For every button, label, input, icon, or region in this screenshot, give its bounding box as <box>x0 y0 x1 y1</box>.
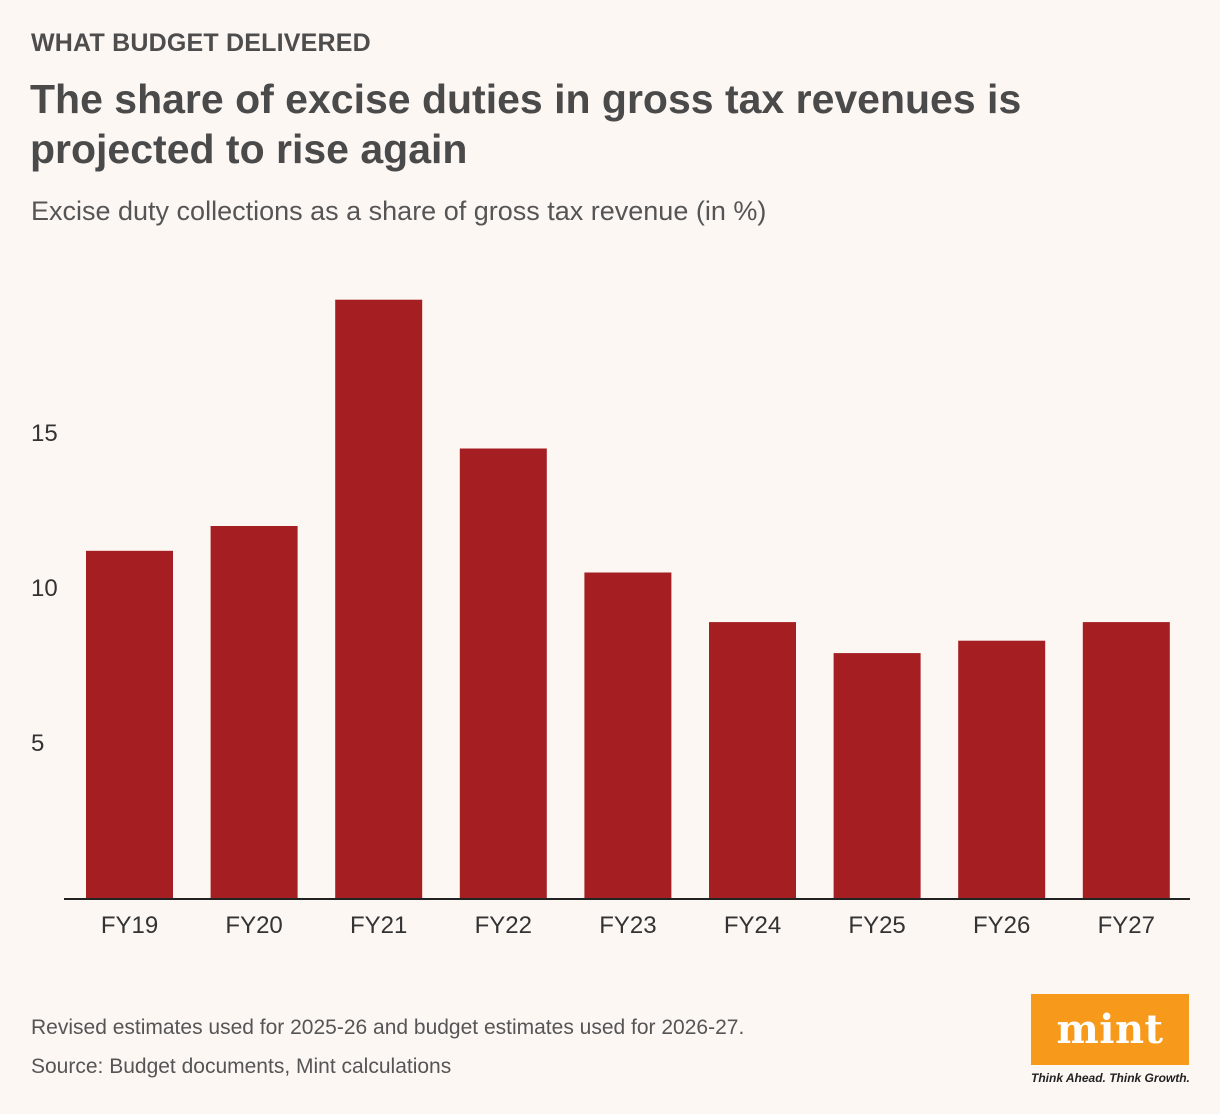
y-tick-label: 15 <box>31 420 58 447</box>
x-tick-label: FY26 <box>973 912 1030 939</box>
x-tick-label: FY21 <box>350 912 407 939</box>
bar-fy26 <box>958 640 1046 898</box>
x-tick-label: FY25 <box>848 912 905 939</box>
x-tick-label: FY20 <box>225 912 282 939</box>
chart-source: Source: Budget documents, Mint calculati… <box>31 1055 452 1078</box>
x-tick-label: FY27 <box>1098 912 1155 939</box>
bar-fy23 <box>584 572 672 898</box>
bar-fy27 <box>1082 622 1170 898</box>
logo-tagline: Think Ahead. Think Growth. <box>1031 1071 1190 1085</box>
chart-headline: The share of excise duties in gross tax … <box>30 76 1022 172</box>
bar-fy25 <box>833 653 921 898</box>
bar-fy20 <box>210 526 298 898</box>
chart-note: Revised estimates used for 2025-26 and b… <box>31 1016 745 1039</box>
x-tick-label: FY22 <box>475 912 532 939</box>
kicker: WHAT BUDGET DELIVERED <box>31 29 371 57</box>
mint-logo: mint <box>1031 994 1189 1065</box>
bar-fy24 <box>709 622 796 898</box>
logo-wordmark: mint <box>1056 1006 1164 1053</box>
y-tick-label: 5 <box>31 730 44 757</box>
x-tick-label: FY24 <box>724 912 781 939</box>
x-tick-label: FY19 <box>101 912 158 939</box>
bar-fy19 <box>86 550 173 898</box>
bar-fy21 <box>335 299 423 898</box>
x-tick-label: FY23 <box>599 912 656 939</box>
bar-fy22 <box>459 448 547 898</box>
y-tick-label: 10 <box>31 575 58 602</box>
chart-subtitle: Excise duty collections as a share of gr… <box>31 196 767 226</box>
